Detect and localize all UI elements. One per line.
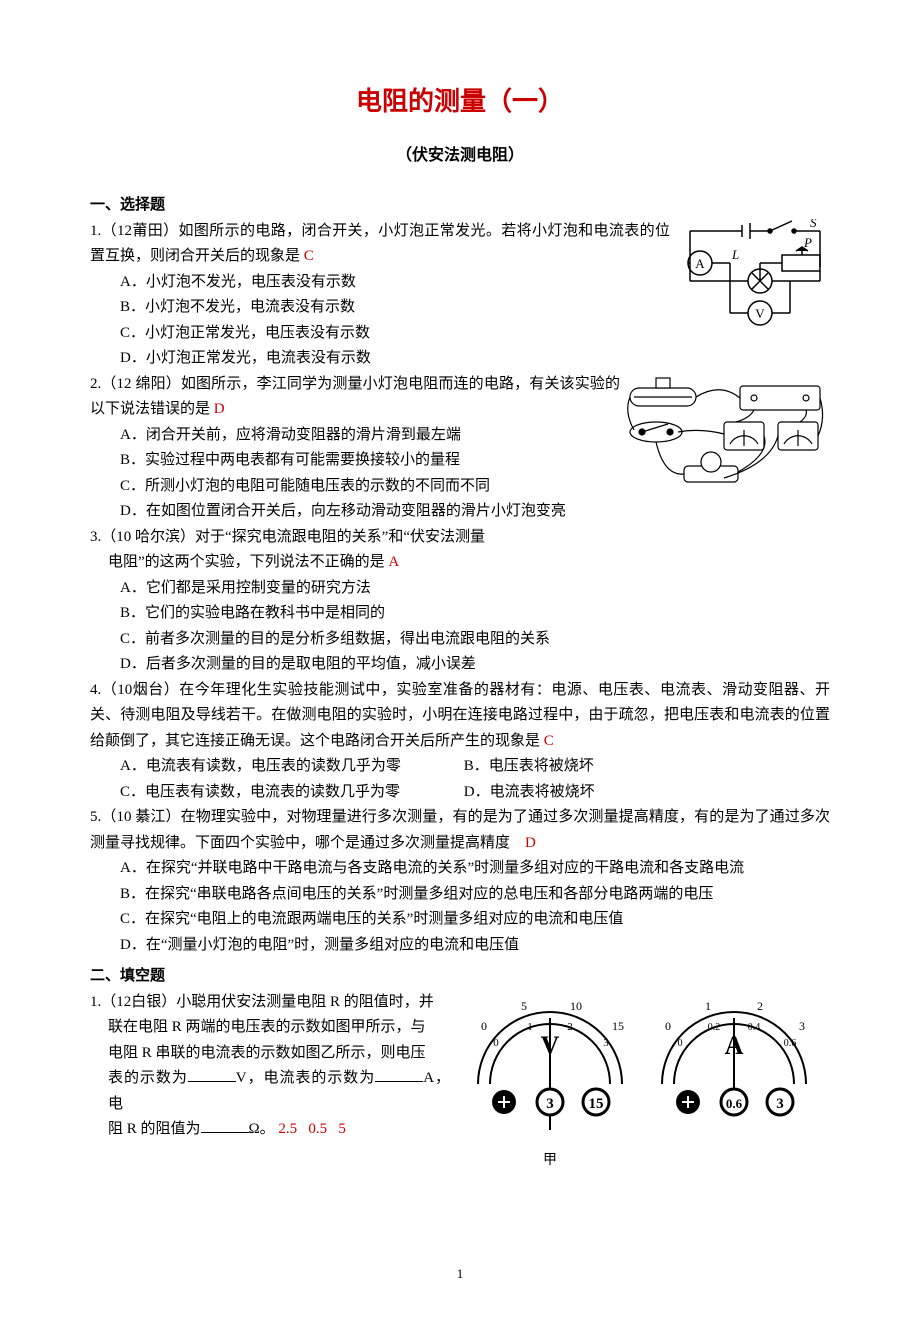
q1-opt-c: C．小灯泡正常发光，电压表没有示数 [90, 321, 670, 347]
svg-text:0: 0 [493, 1037, 499, 1049]
f1-line5: 阻 R 的阻值为Ω。 2.5 0.5 5 [90, 1117, 450, 1143]
q4-stem: 4.（10烟台）在今年理化生实验技能测试中，实验室准备的器材有：电源、电压表、电… [90, 678, 830, 755]
q1-stem: 1.（12莆田）如图所示的电路，闭合开关，小灯泡正常发光。若将小灯泡和电流表的位… [90, 219, 670, 270]
svg-text:3: 3 [546, 1096, 554, 1112]
q3-opt-c: C．前者多次测量的目的是分析多组数据，得出电流跟电阻的关系 [90, 627, 830, 653]
f1-line1: 1.（12白银）小聪用伏安法测量电阻 R 的阻值时，并 [90, 990, 450, 1016]
svg-text:0.6: 0.6 [726, 1096, 743, 1111]
section-1-heading: 一、选择题 [90, 193, 830, 219]
svg-text:15: 15 [589, 1096, 604, 1112]
q3-opt-b: B．它们的实验电路在教科书中是相同的 [90, 601, 830, 627]
q5-opt-a: A．在探究“并联电路中干路电流与各支路电流的关系”时测量多组对应的干路电流和各支… [90, 856, 830, 882]
q1-answer: C [304, 248, 314, 264]
q2-opt-c: C．所测小灯泡的电阻可能随电压表的示数的不同而不同 [90, 474, 620, 500]
svg-text:15: 15 [612, 1019, 624, 1033]
q2-circuit-diagram [620, 372, 830, 502]
svg-text:L: L [731, 247, 739, 262]
svg-text:3: 3 [799, 1019, 805, 1033]
svg-text:A: A [695, 256, 705, 271]
q3-stem-line2: 电阻”的这两个实验，下列说法不正确的是 A [90, 550, 830, 576]
svg-text:0.4: 0.4 [748, 1022, 761, 1033]
voltmeter-caption: 甲 [460, 1149, 640, 1173]
svg-text:10: 10 [570, 999, 582, 1013]
q1-opt-d: D．小灯泡正常发光，电流表没有示数 [90, 346, 670, 372]
svg-text:0: 0 [481, 1019, 487, 1033]
section-2-heading: 二、填空题 [90, 964, 830, 990]
q2-opt-d: D．在如图位置闭合开关后，向左移动滑动变阻器的滑片小灯泡变亮 [90, 499, 620, 525]
svg-text:P: P [803, 235, 812, 250]
q2-answer: D [214, 401, 225, 417]
q3-opt-a: A．它们都是采用控制变量的研究方法 [90, 576, 830, 602]
page-subtitle: （伏安法测电阻） [90, 142, 830, 169]
q5-stem: 5.（10 綦江）在物理实验中，对物理量进行多次测量，有的是为了通过多次测量提高… [90, 805, 830, 856]
svg-text:1: 1 [705, 999, 711, 1013]
f1-ans1: 2.5 [278, 1121, 297, 1137]
q5-opt-d: D．在“测量小灯泡的电阻”时，测量多组对应的电流和电压值 [90, 933, 830, 959]
svg-text:2: 2 [567, 1021, 573, 1033]
svg-text:0.6: 0.6 [784, 1038, 797, 1049]
q2-opt-a: A．闭合开关前，应将滑动变阻器的滑片滑到最左端 [90, 423, 620, 449]
q3-opt-d: D．后者多次测量的目的是取电阻的平均值，减小误差 [90, 652, 830, 678]
svg-text:V: V [755, 306, 765, 321]
svg-text:2: 2 [757, 999, 763, 1013]
ammeter-gauge: A 0.6 3 0 1 2 3 0 0.2 0.4 0.6 [644, 990, 824, 1150]
f1-ans3: 5 [338, 1121, 346, 1137]
f1-line4: 表的示数为V，电流表的示数为A，电 [90, 1066, 450, 1117]
q2-opt-b: B．实验过程中两电表都有可能需要换接较小的量程 [90, 448, 620, 474]
q4-answer: C [544, 733, 554, 749]
svg-text:5: 5 [521, 999, 527, 1013]
q4-opts-line2: C．电压表有读数，电流表的读数几乎为零 D．电流表将被烧坏 [90, 780, 830, 806]
svg-text:0: 0 [678, 1038, 683, 1049]
voltmeter-gauge: V 3 15 0 5 10 15 0 1 2 3 [460, 990, 640, 1173]
q5-answer: D [525, 835, 536, 851]
q5-opt-c: C．在探究“电阻上的电流跟两端电压的关系”时测量多组对应的电流和电压值 [90, 907, 830, 933]
svg-text:0.2: 0.2 [708, 1022, 721, 1033]
svg-text:1: 1 [527, 1021, 533, 1033]
q5-opt-b: B．在探究“串联电路各点间电压的关系”时测量多组对应的总电压和各部分电路两端的电… [90, 882, 830, 908]
q1-circuit-diagram: A L V S P [670, 219, 830, 344]
q3-answer: A [388, 554, 399, 570]
q1-opt-b: B．小灯泡不发光，电流表没有示数 [90, 295, 670, 321]
q2-stem: 2.（12 绵阳）如图所示，李江同学为测量小灯泡电阻而连的电路，有关该实验的以下… [90, 372, 620, 423]
f1-ans2: 0.5 [308, 1121, 327, 1137]
f1-line3: 电阻 R 串联的电流表的示数如图乙所示，则电压 [90, 1041, 450, 1067]
f1-line2: 联在电阻 R 两端的电压表的示数如图甲所示，与 [90, 1015, 450, 1041]
q3-stem-line1: 3.（10 哈尔滨）对于“探究电流跟电阻的关系”和“伏安法测量 [90, 525, 830, 551]
svg-text:3: 3 [776, 1096, 784, 1112]
svg-text:S: S [810, 219, 817, 230]
svg-text:0: 0 [665, 1019, 671, 1033]
page-number: 1 [90, 1263, 830, 1285]
svg-text:3: 3 [603, 1037, 609, 1049]
q4-opts-line1: A．电流表有读数，电压表的读数几乎为零 B．电压表将被烧坏 [90, 754, 830, 780]
page-title: 电阻的测量（一） [90, 80, 830, 124]
q1-opt-a: A．小灯泡不发光，电压表没有示数 [90, 270, 670, 296]
